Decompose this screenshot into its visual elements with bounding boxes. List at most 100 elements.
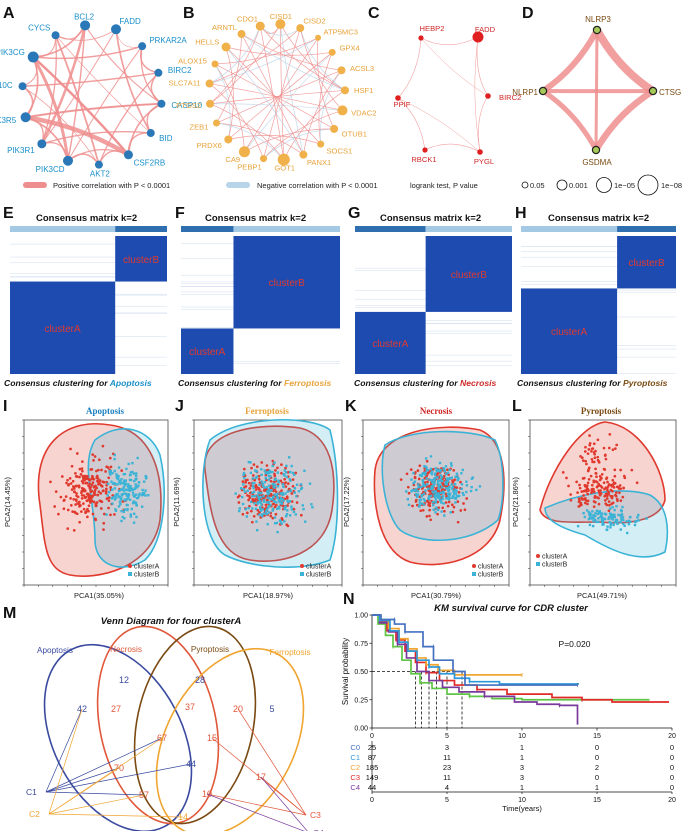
venn-count: 5 <box>269 704 274 714</box>
pca-point <box>131 487 134 490</box>
pca-point <box>431 481 434 484</box>
risk-x-tick-label: 20 <box>668 797 676 804</box>
pca-point <box>255 465 259 469</box>
pca-point <box>414 493 418 496</box>
network-node <box>221 42 231 52</box>
pca-point <box>114 482 117 486</box>
pca-point <box>616 522 619 526</box>
pca-point <box>271 483 274 486</box>
pca-point <box>93 455 97 458</box>
pca-point <box>144 494 147 497</box>
pca-point <box>114 508 117 511</box>
pca-point <box>75 512 79 516</box>
pca-point <box>418 474 422 477</box>
pca-point <box>450 503 454 507</box>
risk-count: 3 <box>445 743 449 752</box>
pca-point <box>440 479 444 483</box>
pca-point <box>135 515 138 519</box>
pca-point <box>622 474 626 478</box>
pca-point <box>54 490 58 494</box>
pca-point <box>267 471 271 475</box>
pca-point <box>598 474 602 478</box>
pca-point <box>245 511 249 515</box>
km-pvalue: P=0.020 <box>559 639 591 649</box>
pca-point <box>257 501 260 504</box>
caption-disease: Pyroptosis <box>623 378 668 388</box>
pca-point <box>453 482 457 486</box>
pca-point <box>122 489 126 492</box>
pca-point <box>623 524 626 527</box>
risk-x-tick-label: 15 <box>593 797 601 804</box>
pca-point <box>407 503 411 507</box>
pca-point <box>271 509 274 512</box>
pca-point <box>281 497 284 501</box>
pca-point <box>276 496 279 499</box>
pca-point <box>445 477 449 481</box>
network-edge <box>127 102 163 156</box>
pca-point <box>249 491 252 495</box>
pca-point <box>90 467 94 471</box>
network-edge <box>98 72 160 166</box>
pca-point <box>622 522 625 526</box>
consensus-matrix-e: clusterB clusterA <box>10 226 167 374</box>
pca-point <box>442 466 445 470</box>
network-node <box>51 31 60 40</box>
pca-point <box>264 510 268 513</box>
pca-point <box>79 473 83 476</box>
consensus-block-label: clusterA <box>551 327 587 338</box>
consensus-block <box>617 236 676 289</box>
legend-marker-a <box>128 564 132 568</box>
pca-point <box>77 484 81 488</box>
pca-point <box>250 520 254 524</box>
consensus-block <box>181 328 234 374</box>
km-y-tick-label: 1.00 <box>354 613 368 620</box>
pca-point <box>81 460 84 463</box>
km-curve-C1 <box>372 614 579 685</box>
panel-label-m: M <box>3 605 16 622</box>
panel-label-j: J <box>175 398 184 415</box>
pca-point <box>276 530 279 534</box>
network-edge <box>241 33 342 71</box>
network-edge <box>31 55 130 157</box>
network-node <box>648 86 658 96</box>
network-node-label: PEBP1 <box>237 163 261 172</box>
pca-point <box>418 505 421 508</box>
legend-label-b: clusterB <box>306 572 332 579</box>
venn-group-line <box>237 708 307 816</box>
pca-point <box>285 513 289 516</box>
pca-point <box>427 487 430 490</box>
pca-point <box>585 487 589 491</box>
pca-point <box>441 495 445 498</box>
pca-point <box>645 517 648 520</box>
pca-point <box>134 493 138 496</box>
pca-point <box>284 466 287 470</box>
network-node <box>328 48 336 56</box>
pca-point <box>261 508 264 511</box>
pca-point <box>242 472 246 476</box>
pca-point <box>606 488 609 492</box>
pca-point <box>424 471 427 474</box>
pca-point <box>444 480 448 483</box>
pca-point <box>131 501 135 505</box>
consensus-matrix-f: clusterB clusterA <box>181 226 340 374</box>
network-edge <box>420 36 479 46</box>
pca-point <box>460 487 463 491</box>
pca-point <box>605 497 609 500</box>
cluster-bar-segment <box>181 226 234 232</box>
pca-point <box>257 497 261 501</box>
pca-point <box>290 508 293 511</box>
network-node <box>94 160 103 169</box>
pca-point <box>128 473 132 477</box>
pca-point <box>592 480 596 484</box>
pca-point <box>629 520 632 523</box>
pca-point <box>596 458 600 462</box>
pca-point <box>609 515 612 518</box>
pca-point <box>102 521 106 525</box>
pca-point <box>411 489 414 492</box>
consensus-block-label: clusterB <box>269 278 305 289</box>
pca-point <box>251 507 254 510</box>
pca-point <box>113 513 116 516</box>
pca-point <box>439 499 442 502</box>
pca-point <box>274 503 278 507</box>
pca-point <box>290 500 294 503</box>
